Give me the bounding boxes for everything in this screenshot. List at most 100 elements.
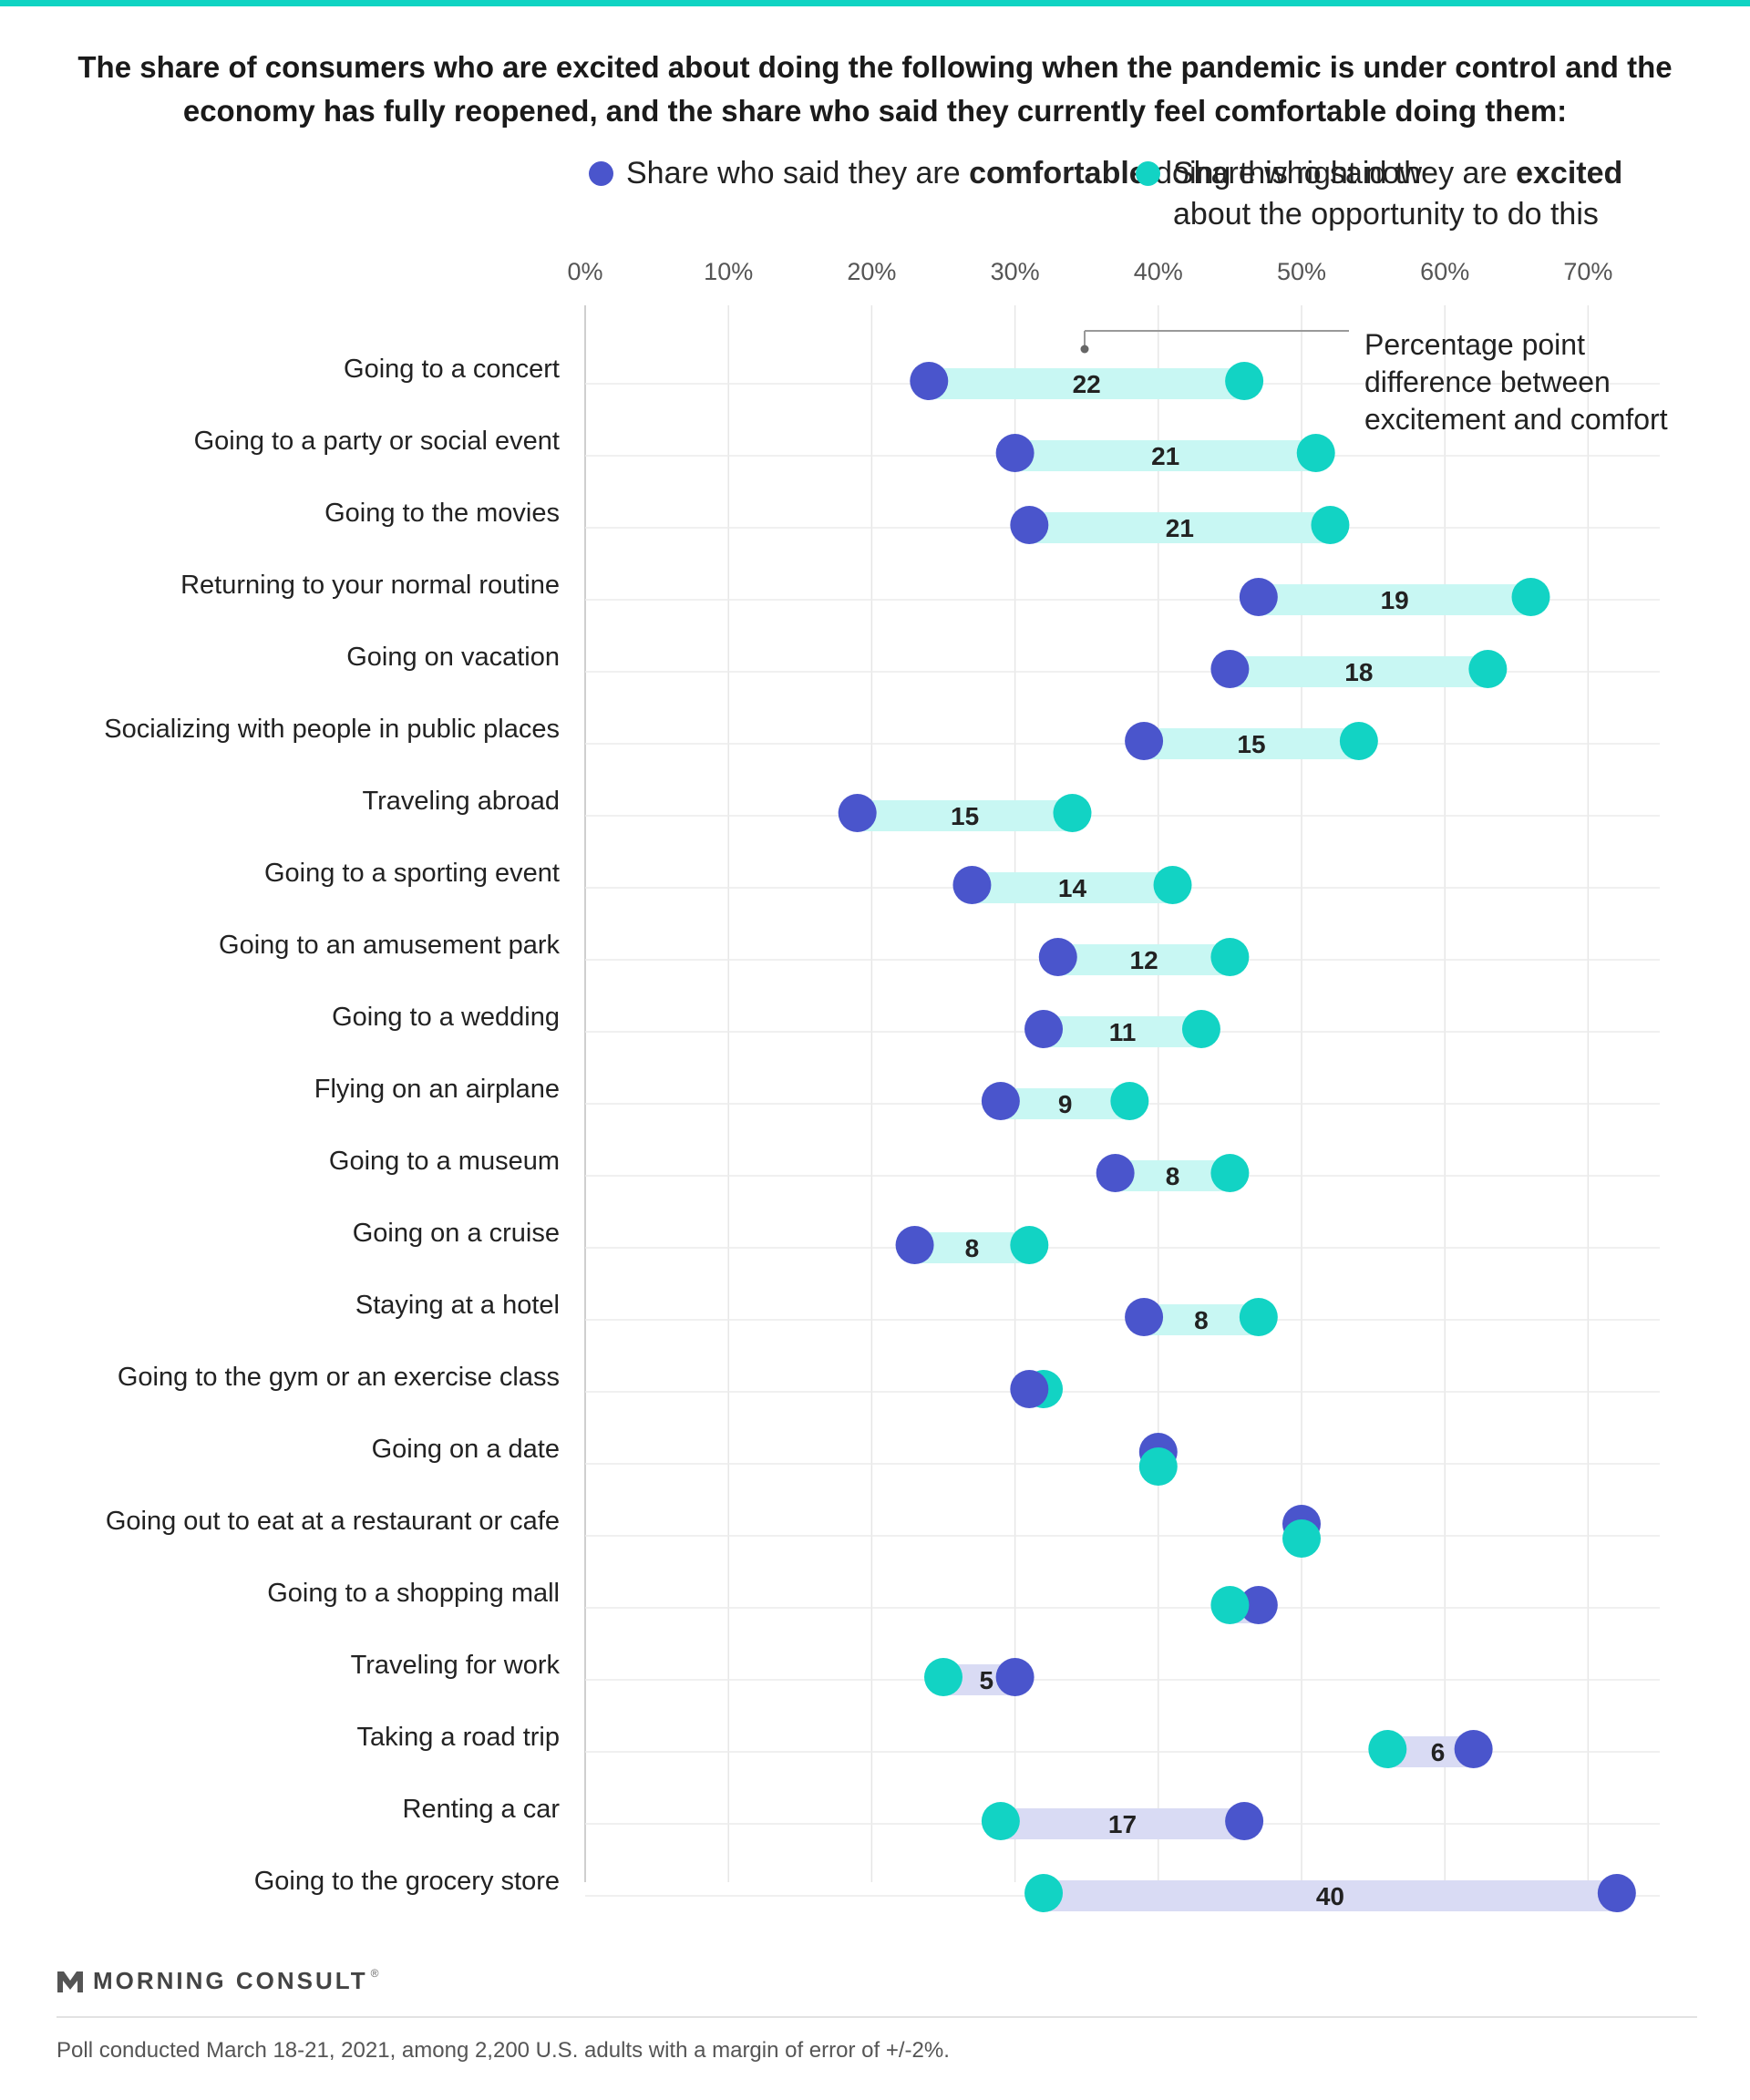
excited-dot bbox=[1511, 578, 1550, 616]
difference-label: 19 bbox=[1381, 586, 1409, 614]
gap-bar bbox=[929, 368, 1245, 399]
gap-bar bbox=[1144, 728, 1359, 759]
difference-label: 22 bbox=[1073, 370, 1101, 398]
gap-bar bbox=[1014, 440, 1316, 471]
chart-title: The share of consumers who are excited a… bbox=[77, 50, 1673, 128]
comfortable-dot bbox=[1024, 1010, 1064, 1048]
row-label: Returning to your normal routine bbox=[180, 571, 560, 600]
comfortable-dot bbox=[895, 1226, 934, 1264]
excited-dot bbox=[1368, 1730, 1407, 1768]
row-label: Going to the movies bbox=[324, 499, 560, 528]
excited-dot bbox=[1468, 650, 1508, 688]
legend-label-excited: Share who said they are excited about th… bbox=[1173, 156, 1623, 232]
row-label: Traveling abroad bbox=[362, 787, 560, 816]
difference-label: 11 bbox=[1109, 1018, 1137, 1046]
excited-dot bbox=[924, 1658, 962, 1696]
comfortable-dot bbox=[995, 434, 1035, 472]
difference-label: 21 bbox=[1166, 514, 1194, 542]
comfortable-dot bbox=[1096, 1154, 1135, 1192]
comfortable-dot bbox=[1239, 1586, 1278, 1624]
legend-swatch-excited bbox=[1136, 161, 1160, 186]
row-label: Going on vacation bbox=[346, 643, 560, 672]
x-tick-label: 0% bbox=[567, 258, 602, 285]
excited-dot bbox=[1024, 1874, 1064, 1912]
annotation-line-3: excitement and comfort bbox=[1364, 403, 1668, 436]
legend-item-excited: Share who said they are excited about th… bbox=[1136, 153, 1683, 235]
brand-registered-mark: ® bbox=[370, 1967, 379, 1980]
difference-label: 12 bbox=[1130, 946, 1158, 974]
difference-label: 17 bbox=[1108, 1810, 1137, 1838]
x-tick-label: 70% bbox=[1563, 258, 1612, 285]
excited-dot bbox=[1210, 1154, 1250, 1192]
top-accent-bar bbox=[0, 0, 1750, 6]
row-label: Going on a cruise bbox=[353, 1219, 560, 1248]
row-label: Going to a sporting event bbox=[264, 859, 560, 888]
row-label: Staying at a hotel bbox=[355, 1291, 560, 1320]
legend-swatch-comfortable bbox=[589, 161, 613, 186]
row-label: Going to the gym or an exercise class bbox=[118, 1363, 560, 1392]
row-label: Going to a concert bbox=[344, 355, 560, 384]
legend-item-comfortable: Share who said they are comfortable doin… bbox=[589, 153, 1422, 194]
annotation-pointer-dot bbox=[1080, 345, 1089, 354]
annotation: Percentage point difference between exci… bbox=[1080, 328, 1668, 436]
gap-bar bbox=[1029, 512, 1331, 543]
comfortable-dot bbox=[981, 1082, 1020, 1120]
gap-bar bbox=[1000, 1808, 1245, 1839]
excited-dot bbox=[1296, 434, 1335, 472]
x-tick-label: 20% bbox=[847, 258, 896, 285]
gap-bar bbox=[1000, 1088, 1130, 1119]
x-tick-label: 10% bbox=[704, 258, 753, 285]
excited-dot bbox=[1239, 1298, 1278, 1336]
excited-dot bbox=[1210, 1586, 1250, 1624]
comfortable-dot bbox=[1210, 650, 1250, 688]
excited-dot bbox=[1181, 1010, 1220, 1048]
comfortable-dot bbox=[1454, 1730, 1493, 1768]
footer-divider bbox=[57, 2016, 1697, 2018]
row-label: Going to a museum bbox=[329, 1147, 560, 1176]
excited-dot bbox=[1225, 362, 1264, 400]
gap-bar bbox=[857, 800, 1073, 831]
comfortable-dot bbox=[1125, 1298, 1164, 1336]
row-label: Flying on an airplane bbox=[314, 1075, 560, 1104]
difference-label: 8 bbox=[965, 1234, 980, 1262]
brand-logo: MORNING CONSULT ® bbox=[57, 1967, 378, 1995]
comfortable-dot bbox=[1125, 722, 1164, 760]
difference-label: 18 bbox=[1344, 658, 1373, 686]
gap-bar bbox=[914, 1232, 1030, 1263]
brand-mark-icon bbox=[57, 1971, 83, 1992]
excited-dot bbox=[1339, 722, 1378, 760]
difference-label: 9 bbox=[1058, 1090, 1073, 1118]
comfortable-dot bbox=[910, 362, 949, 400]
difference-label: 5 bbox=[980, 1666, 994, 1694]
comfortable-dot bbox=[1038, 938, 1077, 976]
excited-dot bbox=[981, 1802, 1020, 1840]
difference-label: 14 bbox=[1058, 874, 1087, 902]
row-label: Going to an amusement park bbox=[219, 931, 560, 960]
gap-bar bbox=[1044, 1016, 1201, 1047]
row-label: Socializing with people in public places bbox=[104, 715, 560, 744]
gap-bar bbox=[1258, 584, 1531, 615]
legend-label-comfortable: Share who said they are comfortable doin… bbox=[626, 156, 1423, 190]
comfortable-dot bbox=[1239, 578, 1278, 616]
row-label: Renting a car bbox=[403, 1795, 561, 1824]
annotation-line-2: difference between bbox=[1364, 365, 1611, 398]
gap-bar bbox=[1044, 1880, 1617, 1911]
excited-dot bbox=[1138, 1447, 1178, 1486]
difference-label: 40 bbox=[1316, 1882, 1344, 1910]
row-label: Going on a date bbox=[372, 1435, 560, 1464]
gap-bar bbox=[1057, 944, 1230, 975]
gap-bar bbox=[1230, 656, 1488, 687]
x-tick-label: 60% bbox=[1420, 258, 1469, 285]
comfortable-dot bbox=[1010, 506, 1049, 544]
footnote: Poll conducted March 18-21, 2021, among … bbox=[57, 2038, 950, 2063]
comfortable-dot bbox=[952, 866, 992, 904]
brand-name: MORNING CONSULT bbox=[93, 1967, 368, 1994]
row-label: Going to a wedding bbox=[332, 1003, 560, 1032]
gap-bar bbox=[972, 872, 1173, 903]
excited-dot bbox=[1282, 1519, 1321, 1558]
comfortable-dot bbox=[995, 1658, 1035, 1696]
excited-dot bbox=[1311, 506, 1350, 544]
comfortable-dot bbox=[838, 794, 877, 832]
row-label: Going to the grocery store bbox=[254, 1867, 560, 1896]
